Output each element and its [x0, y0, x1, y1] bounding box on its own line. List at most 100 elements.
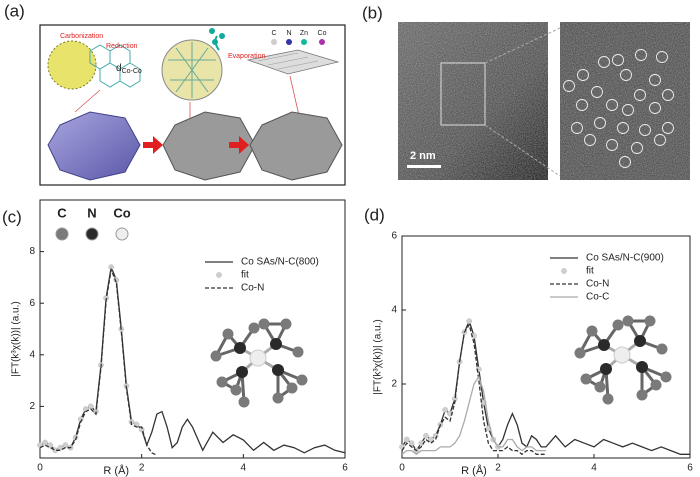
carbon-atom: [612, 319, 624, 331]
atom-dot: [319, 39, 325, 45]
atom-dot: [301, 39, 307, 45]
nitrogen-atom: [270, 338, 282, 350]
element-label: Zn: [300, 30, 308, 37]
y-tick-label: 6: [391, 231, 397, 242]
scale-bar: [407, 165, 441, 168]
evaporation-arrow: [214, 35, 220, 51]
zoom-box: [440, 62, 486, 126]
atom-circles: [563, 49, 674, 168]
atom-label: C: [57, 205, 67, 220]
carbon-atom: [656, 343, 668, 355]
annotation-subscript: Co-Co: [122, 68, 142, 75]
annotation: Carbonization: [60, 33, 103, 40]
legend-label: Co SAs/N-C(800): [241, 257, 319, 268]
arrow: [229, 136, 249, 154]
carbon-atom: [258, 318, 270, 330]
x-tick-label: 0: [37, 463, 43, 474]
nitrogen-atom: [236, 366, 248, 378]
atom-label: N: [87, 205, 96, 220]
carbon-atom: [238, 396, 250, 408]
nitrogen-atom: [272, 364, 284, 376]
plot-frame: [39, 199, 346, 459]
carbon-atom: [210, 350, 222, 362]
zoom-lines: [484, 27, 561, 177]
x-tick-label: 4: [241, 463, 247, 474]
carbon-atom: [230, 384, 242, 396]
legend-label: Co-N: [241, 283, 264, 294]
fit-marker: [423, 432, 429, 439]
fit-marker: [466, 318, 473, 324]
carbon-polyhedron: [249, 111, 343, 181]
fit-marker: [427, 436, 434, 443]
fit-marker: [87, 403, 94, 410]
carbon-atom: [636, 389, 648, 401]
y-tick-label: 2: [391, 379, 397, 390]
y-axis-label: |FT(k³χ(k))| (a.u.): [11, 301, 22, 376]
y-tick-label: 8: [29, 246, 35, 257]
carbon-atom: [586, 325, 598, 337]
stem-noise: [560, 22, 690, 180]
carbon-atom: [280, 318, 292, 330]
element-label: C: [271, 30, 276, 37]
legend-marker: [216, 272, 222, 278]
element-label: Co: [318, 30, 327, 37]
y-tick-label: 4: [29, 349, 35, 360]
x-tick-label: 2: [139, 463, 145, 474]
x-axis-label: R (Å): [103, 464, 129, 477]
y-tick-label: 6: [29, 298, 35, 309]
fit-marker: [471, 333, 477, 339]
atom-label: Co: [113, 205, 130, 220]
zn-atom: [219, 33, 225, 39]
zif-polyhedron: [47, 111, 141, 181]
x-tick-label: 4: [591, 463, 597, 474]
stem-noise: [398, 22, 548, 180]
series-line: [39, 267, 158, 456]
y-tick-label: 2: [29, 401, 35, 412]
fit-marker: [57, 444, 64, 451]
cobalt-atom: [249, 349, 267, 367]
x-tick-label: 6: [342, 463, 348, 474]
atom-sphere: [85, 227, 99, 241]
annotation: Reduction: [106, 43, 138, 50]
carbon-atom: [660, 371, 672, 383]
network: [89, 44, 141, 88]
nitrogen-atom: [234, 342, 246, 354]
carbon-atom: [644, 315, 656, 327]
atom-dot: [271, 39, 277, 45]
nitrogen-atom: [598, 339, 610, 351]
legend-label: fit: [586, 266, 594, 277]
panel-label: (c): [2, 207, 22, 226]
carbon-atom: [222, 328, 234, 340]
carbon-atom: [622, 315, 634, 327]
x-tick-label: 0: [399, 463, 405, 474]
annotation: Evaporation: [228, 53, 265, 60]
legend-label: Co SAs/N-C(900): [586, 253, 664, 264]
y-tick-label: 4: [391, 305, 397, 316]
legend-label: Co-C: [586, 292, 609, 303]
schematic: [47, 28, 343, 181]
carbon-atom: [602, 393, 614, 405]
x-axis-label: R (Å): [461, 464, 487, 477]
carbon-atom: [248, 322, 260, 334]
carbon-atom: [292, 346, 304, 358]
carbon-atom: [650, 379, 662, 391]
annotation: dCo-Co: [116, 63, 142, 75]
nitrogen-atom: [636, 361, 648, 373]
legend-label: Co-N: [586, 279, 609, 290]
carbon-atom: [594, 381, 606, 393]
carbon-atom: [286, 382, 298, 394]
y-axis-label: |FT(k³χ(k))| (a.u.): [373, 319, 384, 394]
nitrogen-atom: [600, 363, 612, 375]
carbon-atom: [216, 376, 228, 388]
carbon-polyhedron: [162, 111, 256, 181]
panel-label: (b): [362, 3, 383, 22]
x-tick-label: 2: [495, 463, 501, 474]
series-line: [401, 323, 546, 456]
atom-dot: [286, 39, 292, 45]
network: [168, 42, 216, 98]
network: [257, 52, 319, 70]
series-line: [401, 375, 546, 456]
zn-atom: [209, 28, 215, 34]
graphene-sheet: [246, 49, 340, 75]
